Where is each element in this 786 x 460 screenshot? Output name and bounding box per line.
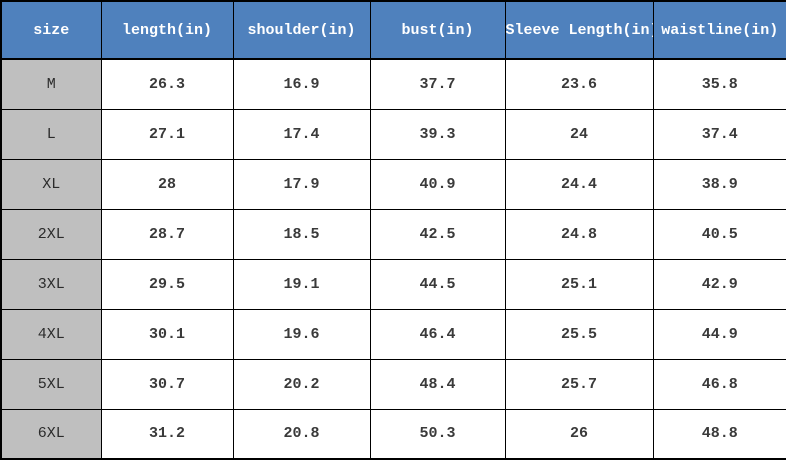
size-label-cell: 2XL — [0, 208, 102, 260]
column-header-length: length(in) — [100, 0, 234, 60]
table-cell: 18.5 — [232, 208, 371, 260]
table-cell: 28.7 — [100, 208, 234, 260]
column-header-sleeve-length: Sleeve Length(in) — [504, 0, 654, 60]
table-cell: 48.4 — [369, 358, 506, 410]
table-cell: 23.6 — [504, 58, 654, 110]
table-cell: 42.9 — [652, 258, 786, 310]
table-row-6xl: 6XL 31.2 20.8 50.3 26 48.8 — [0, 408, 786, 460]
table-cell: 44.5 — [369, 258, 506, 310]
table-cell: 25.1 — [504, 258, 654, 310]
table-cell: 24.8 — [504, 208, 654, 260]
table-cell: 25.7 — [504, 358, 654, 410]
size-label-cell: 4XL — [0, 308, 102, 360]
table-row-5xl: 5XL 30.7 20.2 48.4 25.7 46.8 — [0, 358, 786, 410]
size-label-cell: 6XL — [0, 408, 102, 460]
size-label-cell: 5XL — [0, 358, 102, 410]
table-cell: 27.1 — [100, 108, 234, 160]
table-cell: 46.8 — [652, 358, 786, 410]
table-cell: 17.4 — [232, 108, 371, 160]
table-cell: 26 — [504, 408, 654, 460]
table-cell: 50.3 — [369, 408, 506, 460]
table-row-xl: XL 28 17.9 40.9 24.4 38.9 — [0, 158, 786, 210]
size-label-cell: XL — [0, 158, 102, 210]
table-cell: 30.7 — [100, 358, 234, 410]
table-cell: 19.6 — [232, 308, 371, 360]
table-row-4xl: 4XL 30.1 19.6 46.4 25.5 44.9 — [0, 308, 786, 360]
table-cell: 40.5 — [652, 208, 786, 260]
table-cell: 31.2 — [100, 408, 234, 460]
table-row-l: L 27.1 17.4 39.3 24 37.4 — [0, 108, 786, 160]
table-cell: 16.9 — [232, 58, 371, 110]
table-cell: 37.7 — [369, 58, 506, 110]
table-cell: 20.8 — [232, 408, 371, 460]
table-cell: 26.3 — [100, 58, 234, 110]
table-row-3xl: 3XL 29.5 19.1 44.5 25.1 42.9 — [0, 258, 786, 310]
table-cell: 37.4 — [652, 108, 786, 160]
column-header-shoulder: shoulder(in) — [232, 0, 371, 60]
table-cell: 46.4 — [369, 308, 506, 360]
table-row-2xl: 2XL 28.7 18.5 42.5 24.8 40.5 — [0, 208, 786, 260]
table-cell: 24.4 — [504, 158, 654, 210]
table-cell: 30.1 — [100, 308, 234, 360]
table-cell: 48.8 — [652, 408, 786, 460]
table-cell: 17.9 — [232, 158, 371, 210]
size-label-cell: 3XL — [0, 258, 102, 310]
table-cell: 39.3 — [369, 108, 506, 160]
column-header-waistline: waistline(in) — [652, 0, 786, 60]
table-cell: 44.9 — [652, 308, 786, 360]
table-cell: 25.5 — [504, 308, 654, 360]
column-header-bust: bust(in) — [369, 0, 506, 60]
table-header-row: size length(in) shoulder(in) bust(in) Sl… — [0, 0, 786, 60]
table-cell: 28 — [100, 158, 234, 210]
table-cell: 40.9 — [369, 158, 506, 210]
table-cell: 20.2 — [232, 358, 371, 410]
table-cell: 35.8 — [652, 58, 786, 110]
table-cell: 19.1 — [232, 258, 371, 310]
table-cell: 38.9 — [652, 158, 786, 210]
table-cell: 29.5 — [100, 258, 234, 310]
column-header-size: size — [0, 0, 102, 60]
size-label-cell: M — [0, 58, 102, 110]
table-cell: 42.5 — [369, 208, 506, 260]
table-body: M 26.3 16.9 37.7 23.6 35.8 L 27.1 17.4 3… — [0, 58, 786, 460]
size-label-cell: L — [0, 108, 102, 160]
table-row-m: M 26.3 16.9 37.7 23.6 35.8 — [0, 58, 786, 110]
table-cell: 24 — [504, 108, 654, 160]
